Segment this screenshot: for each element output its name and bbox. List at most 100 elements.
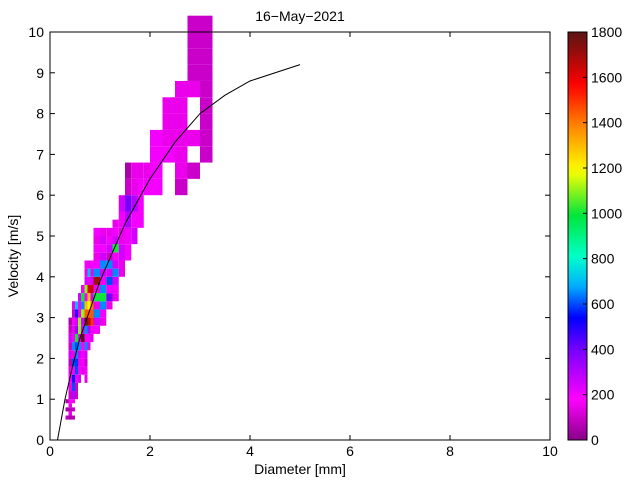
heatmap-cell xyxy=(72,325,75,334)
heatmap-cell xyxy=(84,333,88,343)
heatmap-cell xyxy=(93,325,100,334)
heatmap-cell xyxy=(106,227,113,236)
heatmap-cell xyxy=(78,350,81,359)
heatmap-cell xyxy=(106,268,113,277)
y-tick-label: 9 xyxy=(36,65,44,81)
heatmap-cell xyxy=(75,325,78,334)
heatmap-cell xyxy=(90,325,94,334)
heatmap-cell xyxy=(81,358,85,367)
heatmap-cell xyxy=(175,80,188,98)
heatmap-cell xyxy=(131,195,138,212)
x-tick-label: 2 xyxy=(146,443,154,459)
heatmap-cell xyxy=(78,374,81,383)
heatmap-cell xyxy=(112,236,119,245)
heatmap-cell xyxy=(106,252,113,261)
heatmap-cell xyxy=(84,268,88,277)
heatmap-cell xyxy=(106,276,113,285)
y-tick-label: 7 xyxy=(36,146,44,162)
heatmap-cell xyxy=(68,325,72,334)
heatmap-cell xyxy=(131,178,138,196)
heatmap-cell xyxy=(162,146,175,163)
heatmap-cell xyxy=(84,309,88,318)
heatmap-cell xyxy=(68,350,72,359)
heatmap-cell xyxy=(75,382,78,392)
x-axis-label: Diameter [mm] xyxy=(254,461,346,477)
heatmap-cell xyxy=(93,236,100,245)
heatmap-cell xyxy=(84,293,88,302)
heatmap-cell xyxy=(131,162,138,179)
x-tick-label: 10 xyxy=(542,443,558,459)
heatmap-cell xyxy=(68,374,72,383)
heatmap-cell xyxy=(68,342,72,351)
heatmap-cell xyxy=(125,162,132,179)
colorbar xyxy=(567,31,588,441)
heatmap-cell xyxy=(72,350,75,359)
heatmap-cell xyxy=(84,374,88,383)
heatmap-cell xyxy=(75,358,78,367)
heatmap-cell xyxy=(118,244,125,261)
heatmap-cell xyxy=(118,211,125,228)
heatmap-cell xyxy=(100,227,107,236)
heatmap-cell xyxy=(68,391,72,400)
heatmap-cell xyxy=(68,407,72,412)
heatmap-cell xyxy=(137,162,144,179)
heatmap-cell xyxy=(81,366,85,375)
heatmap-cell xyxy=(84,276,88,285)
heatmap-cell xyxy=(106,260,113,269)
heatmap-cell xyxy=(72,333,75,343)
heatmap-cell xyxy=(200,146,213,163)
heatmap-cell xyxy=(68,403,72,408)
heatmap-cell xyxy=(90,333,94,343)
y-tick-label: 6 xyxy=(36,187,44,203)
colorbar-tick-label: 1800 xyxy=(591,24,622,40)
y-tick-label: 0 xyxy=(36,432,44,448)
y-axis-label: Velocity [m/s] xyxy=(5,215,21,297)
heatmap-cell xyxy=(90,284,94,294)
heatmap-cell xyxy=(72,317,75,326)
x-tick-label: 8 xyxy=(446,443,454,459)
heatmap-cell xyxy=(81,342,85,351)
heatmap-cell xyxy=(106,236,113,245)
heatmap-cell xyxy=(200,97,213,114)
heatmap-cell xyxy=(81,350,85,359)
heatmap-cell xyxy=(137,178,144,196)
heatmap-cell xyxy=(84,284,88,294)
heatmap-cell xyxy=(72,301,75,310)
heatmap-cell xyxy=(87,342,91,351)
colorbar-ticks: 0 200 400 600 800 1000 1200 1400 1600 1800 xyxy=(583,24,622,448)
y-tick-label: 1 xyxy=(36,391,44,407)
heatmap-cell xyxy=(84,325,88,334)
heatmap-cell xyxy=(125,244,132,261)
heatmap-cell xyxy=(162,129,175,147)
heatmap-cell xyxy=(200,129,213,147)
heatmap-cell xyxy=(118,195,125,212)
colorbar-tick-label: 400 xyxy=(591,341,615,357)
heatmap-cell xyxy=(72,366,75,375)
heatmap-cell xyxy=(78,317,81,326)
heatmap-cell xyxy=(75,342,78,351)
heatmap-cell xyxy=(87,325,91,334)
heatmap-cell xyxy=(175,113,188,130)
x-tick-label: 0 xyxy=(46,443,54,459)
heatmap-cell xyxy=(125,178,132,196)
heatmap-cell xyxy=(106,301,113,310)
heatmap-cell xyxy=(68,415,72,420)
heatmap-cell xyxy=(72,374,75,383)
heatmap-cell xyxy=(68,333,72,343)
heatmap-cell xyxy=(112,284,119,294)
heatmap-cell xyxy=(68,358,72,367)
heatmap-cell xyxy=(68,382,72,392)
y-tick-label: 10 xyxy=(28,24,44,40)
heatmap-cell xyxy=(72,391,75,400)
heatmap-cell xyxy=(65,399,69,404)
heatmap-cell xyxy=(200,48,213,65)
heatmap-cell xyxy=(175,162,188,179)
heatmap-cell xyxy=(93,301,100,310)
heatmap-cell xyxy=(100,293,107,302)
heatmap-cell xyxy=(81,293,85,302)
heatmap-cell xyxy=(150,178,163,196)
x-tick-label: 4 xyxy=(246,443,254,459)
heatmap-cell xyxy=(72,309,75,318)
heatmap-cell xyxy=(75,366,78,375)
colorbar-tick-label: 1200 xyxy=(591,160,622,176)
